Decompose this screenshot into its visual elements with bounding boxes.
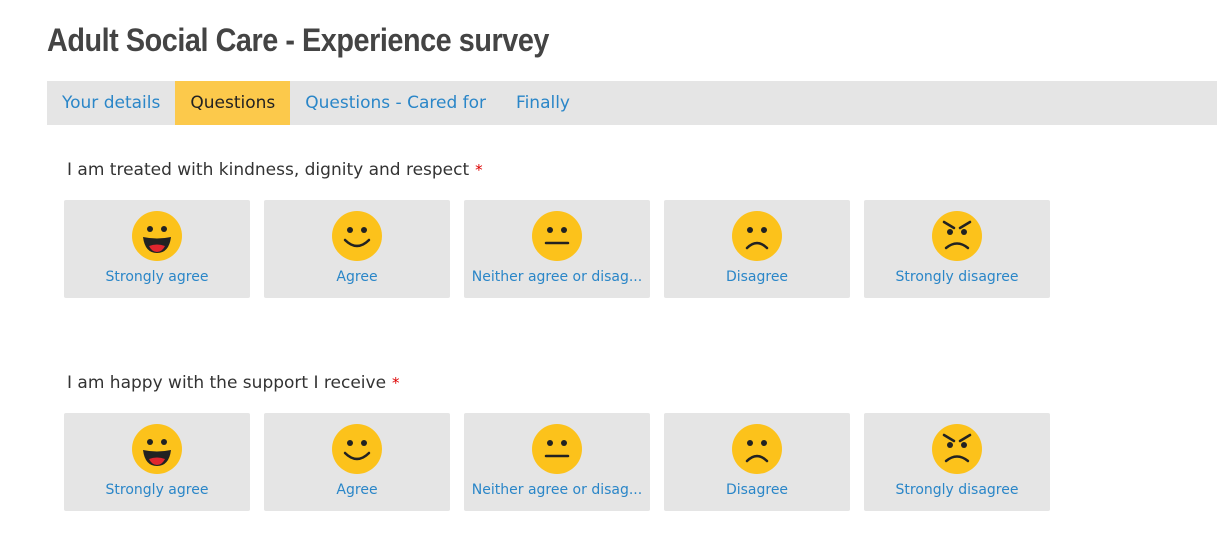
option-label: Strongly agree [105, 269, 209, 285]
option-agree[interactable]: Agree [264, 200, 450, 298]
tab-your-details[interactable]: Your details [62, 93, 161, 113]
option-agree[interactable]: Agree [264, 413, 450, 511]
option-disagree[interactable]: Disagree [664, 200, 850, 298]
question-2-text: I am happy with the support I receive [67, 373, 387, 393]
question-1-label: I am treated with kindness, dignity and … [67, 160, 483, 180]
option-neither[interactable]: Neither agree or disag... [464, 200, 650, 298]
tab-questions-cared-for[interactable]: Questions - Cared for [305, 93, 487, 113]
option-label: Neither agree or disag... [471, 482, 643, 498]
question-1-options: Strongly agree Agree Neither agree or di… [64, 200, 1064, 298]
option-label: Strongly agree [105, 482, 209, 498]
neutral-face-icon [532, 211, 582, 261]
smiling-face-icon [332, 211, 382, 261]
laughing-face-icon [132, 211, 182, 261]
frowning-face-icon [732, 424, 782, 474]
question-1-text: I am treated with kindness, dignity and … [67, 160, 470, 180]
option-label: Strongly disagree [895, 482, 1019, 498]
option-strongly-disagree[interactable]: Strongly disagree [864, 200, 1050, 298]
question-2-label: I am happy with the support I receive * [67, 373, 400, 393]
angry-face-icon [932, 424, 982, 474]
required-marker: * [475, 161, 483, 179]
option-strongly-agree[interactable]: Strongly agree [64, 413, 250, 511]
tab-questions[interactable]: Questions [175, 81, 291, 125]
option-neither[interactable]: Neither agree or disag... [464, 413, 650, 511]
option-label: Agree [336, 482, 378, 498]
angry-face-icon [932, 211, 982, 261]
option-label: Disagree [725, 482, 789, 498]
option-strongly-agree[interactable]: Strongly agree [64, 200, 250, 298]
tab-bar: Your details Questions Questions - Cared… [47, 81, 1217, 125]
tab-finally[interactable]: Finally [516, 93, 570, 113]
page-title: Adult Social Care - Experience survey [47, 22, 549, 58]
option-label: Agree [336, 269, 378, 285]
required-marker: * [392, 374, 400, 392]
option-strongly-disagree[interactable]: Strongly disagree [864, 413, 1050, 511]
option-label: Disagree [725, 269, 789, 285]
laughing-face-icon [132, 424, 182, 474]
neutral-face-icon [532, 424, 582, 474]
option-disagree[interactable]: Disagree [664, 413, 850, 511]
option-label: Strongly disagree [895, 269, 1019, 285]
question-2-options: Strongly agree Agree Neither agree or di… [64, 413, 1064, 511]
option-label: Neither agree or disag... [471, 269, 643, 285]
smiling-face-icon [332, 424, 382, 474]
frowning-face-icon [732, 211, 782, 261]
